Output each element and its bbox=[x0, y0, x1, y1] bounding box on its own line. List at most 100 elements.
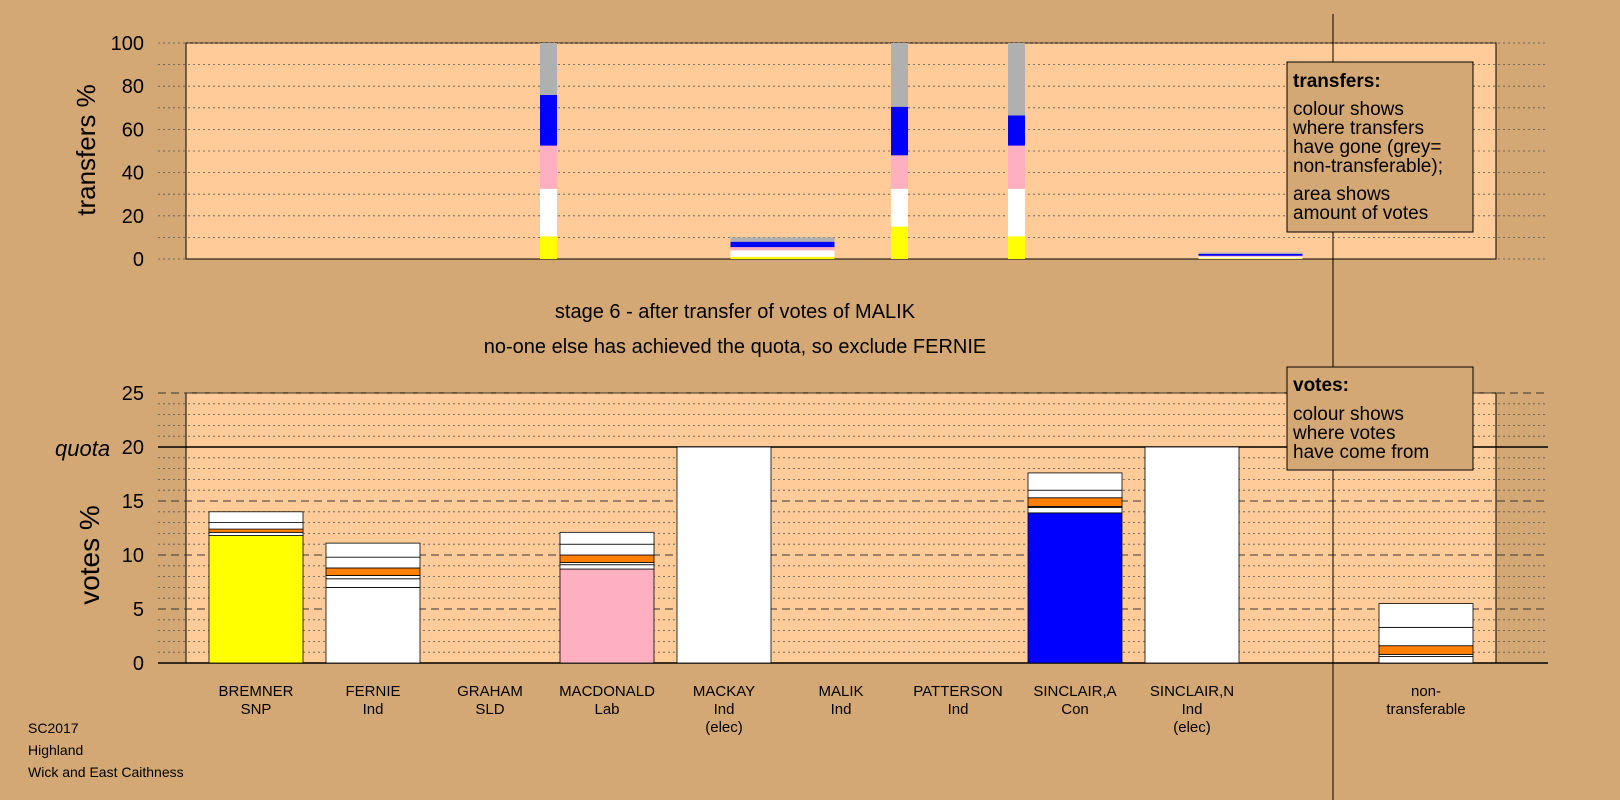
transfer-bar bbox=[1198, 252, 1303, 259]
vote-segment bbox=[1378, 645, 1474, 655]
transfers-legend-line: have gone (grey= bbox=[1293, 137, 1441, 158]
votes-legend-box: votes: colour shows where votes have com… bbox=[1286, 366, 1474, 471]
votes-tick-label: 5 bbox=[133, 599, 144, 621]
vote-segment bbox=[1378, 656, 1474, 664]
vote-segment bbox=[1027, 489, 1123, 499]
votes-legend-line: have come from bbox=[1293, 442, 1429, 463]
transfer-segment bbox=[1198, 255, 1303, 257]
vote-bar bbox=[208, 511, 304, 664]
vote-bar bbox=[676, 446, 772, 664]
candidate-label: GRAHAM bbox=[457, 683, 523, 700]
transfer-segment bbox=[540, 145, 557, 189]
transfer-segment bbox=[730, 250, 835, 257]
candidate-label: MACDONALD bbox=[559, 683, 655, 700]
transfer-bar bbox=[891, 43, 908, 259]
stage-subtitle: no-one else has achieved the quota, so e… bbox=[484, 336, 987, 358]
transfer-bar bbox=[540, 43, 557, 259]
vote-bar bbox=[559, 531, 655, 664]
transfer-bar bbox=[730, 237, 835, 259]
candidate-label: SINCLAIR,A bbox=[1033, 683, 1116, 700]
candidate-label: Ind bbox=[831, 701, 852, 718]
votes-tick-label: 15 bbox=[122, 491, 144, 513]
votes-legend-line: where votes bbox=[1292, 423, 1395, 444]
vote-segment bbox=[559, 531, 655, 545]
vote-segment bbox=[325, 556, 421, 569]
candidate-label: MALIK bbox=[818, 683, 863, 700]
vote-segment bbox=[1378, 603, 1474, 628]
transfer-segment bbox=[1008, 43, 1025, 116]
quota-label: quota bbox=[55, 436, 110, 461]
candidate-label: Ind bbox=[714, 701, 735, 718]
transfers-tick-label: 100 bbox=[111, 33, 144, 55]
vote-segment bbox=[325, 542, 421, 558]
candidate-label: Con bbox=[1061, 701, 1089, 718]
vote-segment bbox=[208, 511, 304, 523]
vote-segment bbox=[208, 528, 304, 533]
transfer-segment bbox=[730, 241, 835, 248]
transfers-legend-box: transfers: colour shows where transfers … bbox=[1286, 61, 1474, 233]
footer-line: Wick and East Caithness bbox=[28, 764, 184, 780]
vote-bar bbox=[1378, 603, 1474, 664]
transfers-tick-label: 80 bbox=[122, 76, 144, 98]
transfers-legend-line: where transfers bbox=[1292, 118, 1424, 139]
vote-segment bbox=[325, 567, 421, 576]
transfer-bar bbox=[1008, 43, 1025, 259]
transfer-segment bbox=[1198, 258, 1303, 259]
vote-segment bbox=[559, 568, 655, 664]
vote-segment bbox=[208, 535, 304, 664]
transfer-segment bbox=[891, 155, 908, 189]
vote-bar bbox=[1027, 472, 1123, 664]
candidate-label: FERNIE bbox=[345, 683, 400, 700]
transfers-tick-label: 40 bbox=[122, 163, 144, 185]
transfer-segment bbox=[730, 237, 835, 242]
vote-segment bbox=[676, 446, 772, 664]
vote-segment bbox=[559, 554, 655, 563]
transfer-segment bbox=[891, 188, 908, 227]
candidate-label: MACKAY bbox=[693, 683, 755, 700]
vote-bar bbox=[325, 542, 421, 664]
candidate-label: (elec) bbox=[1173, 719, 1211, 736]
votes-panel: 0510152025BREMNERSNPFERNIEIndGRAHAMSLDMA… bbox=[122, 383, 1548, 736]
votes-tick-label: 20 bbox=[122, 437, 144, 459]
vote-segment bbox=[208, 522, 304, 530]
transfer-segment bbox=[540, 94, 557, 146]
transfer-segment bbox=[730, 256, 835, 259]
candidate-label: non- bbox=[1411, 683, 1441, 700]
transfer-segment bbox=[1198, 256, 1303, 259]
vote-segment bbox=[559, 543, 655, 556]
candidate-label: Ind bbox=[1182, 701, 1203, 718]
transfer-segment bbox=[891, 43, 908, 107]
transfer-segment bbox=[540, 43, 557, 95]
candidate-label: Ind bbox=[363, 701, 384, 718]
candidate-label: PATTERSON bbox=[913, 683, 1002, 700]
transfers-legend-line: non-transferable); bbox=[1293, 156, 1443, 177]
votes-tick-label: 0 bbox=[133, 653, 144, 675]
transfers-legend-line: area shows bbox=[1293, 184, 1390, 205]
vote-segment bbox=[1027, 472, 1123, 491]
votes-tick-label: 10 bbox=[122, 545, 144, 567]
transfers-tick-label: 20 bbox=[122, 206, 144, 228]
candidate-label: SLD bbox=[475, 701, 504, 718]
candidate-label: SINCLAIR,N bbox=[1150, 683, 1234, 700]
transfers-legend-line: amount of votes bbox=[1293, 203, 1428, 224]
transfer-segment bbox=[1008, 145, 1025, 189]
transfer-segment bbox=[891, 226, 908, 259]
transfer-segment bbox=[1008, 115, 1025, 146]
votes-legend-title: votes: bbox=[1293, 375, 1349, 396]
vote-bar bbox=[1144, 446, 1240, 664]
vote-segment bbox=[208, 531, 304, 536]
footer-line: SC2017 bbox=[28, 720, 79, 736]
transfer-segment bbox=[1198, 253, 1303, 256]
vote-segment bbox=[1378, 626, 1474, 647]
vote-segment bbox=[559, 564, 655, 570]
stage-title: stage 6 - after transfer of votes of MAL… bbox=[555, 301, 916, 323]
vote-segment bbox=[1027, 497, 1123, 507]
votes-legend-line: colour shows bbox=[1293, 404, 1404, 425]
transfers-tick-label: 60 bbox=[122, 119, 144, 141]
candidate-label: BREMNER bbox=[218, 683, 293, 700]
vote-segment bbox=[1144, 446, 1240, 664]
transfer-segment bbox=[891, 106, 908, 156]
vote-segment bbox=[1027, 507, 1123, 514]
transfer-segment bbox=[540, 188, 557, 237]
